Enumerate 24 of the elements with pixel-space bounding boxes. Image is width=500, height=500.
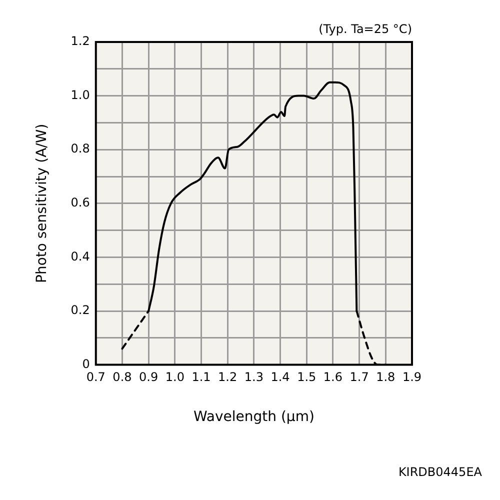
x-tick-label: 1.2: [218, 370, 238, 384]
x-tick-label: 1.4: [270, 370, 290, 384]
x-tick-label: 0.7: [86, 370, 106, 384]
y-axis-title: Photo sensitivity (A/W): [34, 124, 50, 283]
x-tick-label: 0.8: [112, 370, 132, 384]
y-tick-label: 0.6: [70, 196, 90, 210]
x-tick-label: 1.3: [244, 370, 264, 384]
x-tick-label: 1.9: [402, 370, 422, 384]
text: (Typ. Ta=25 °C): [318, 22, 412, 36]
y-tick-label: 0.8: [70, 142, 90, 156]
x-axis-title: Wavelength (μm): [193, 409, 314, 426]
text: KIRDB0445EA: [398, 465, 482, 479]
x-tick-label: 1.8: [376, 370, 396, 384]
y-tick-label: 0: [82, 356, 90, 371]
x-tick-label: 1.7: [350, 370, 369, 384]
x-tick-label: 1.5: [297, 370, 316, 384]
y-tick-label: 1.0: [70, 88, 90, 102]
y-tick-label: 0.4: [70, 249, 90, 264]
x-tick-label: 1.1: [192, 370, 211, 384]
x-tick-label: 1.6: [323, 370, 343, 384]
y-tick-label: 0.2: [70, 303, 90, 318]
x-tick-label: 1.0: [165, 370, 184, 384]
x-tick-label: 0.9: [139, 370, 158, 384]
y-tick-label: 1.2: [70, 34, 90, 48]
